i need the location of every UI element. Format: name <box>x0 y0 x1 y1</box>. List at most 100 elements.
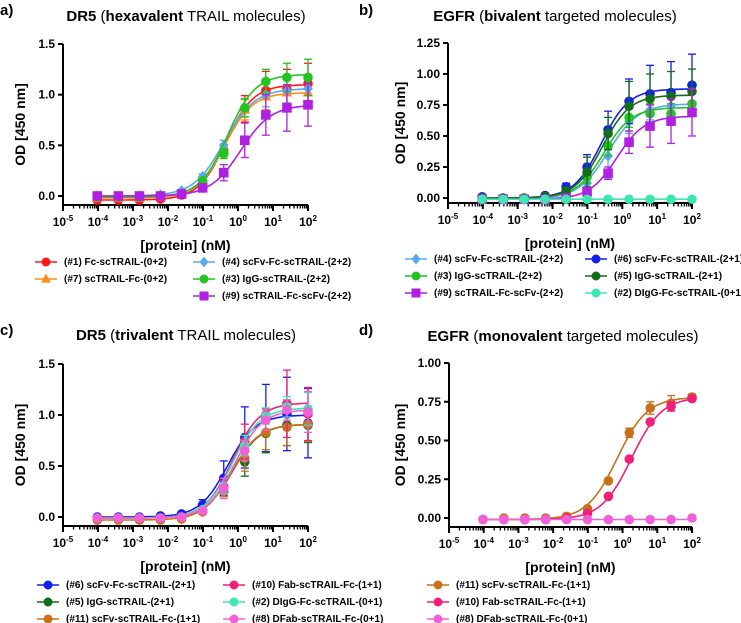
legend-marker <box>43 597 53 607</box>
legend-item: (#11) scFv-scTRAIL-Fc-(1+1) <box>427 579 590 593</box>
x-tick-label: 10-1 <box>578 536 599 551</box>
data-point <box>687 393 697 404</box>
data-point <box>197 506 208 516</box>
legend-label: (#11) scFv-scTRAIL-Fc-(1+1) <box>456 580 591 591</box>
fit-curve <box>483 397 692 521</box>
data-point <box>603 168 613 178</box>
data-point <box>176 189 187 199</box>
data-point <box>477 194 487 205</box>
data-point <box>582 514 593 525</box>
legend-item: (#9) scTRAIL-Fc-scFv-(2+2) <box>193 290 351 304</box>
y-tick-label: 0.00 <box>418 511 442 525</box>
legend-marker <box>433 580 443 590</box>
legend-item: (#10) Fab-scTRAIL-Fc-(1+1) <box>223 579 382 593</box>
legend-marker <box>229 597 239 607</box>
series-4 <box>92 82 313 201</box>
x-tick-label: 10-2 <box>158 214 179 229</box>
legend-marker-icon <box>585 271 607 281</box>
y-tick-label: 0.0 <box>38 510 55 524</box>
panel-label-c: c) <box>0 322 14 339</box>
data-point <box>645 121 655 131</box>
legend-marker <box>199 291 209 301</box>
title-part: trivalent <box>115 327 174 344</box>
legend-marker <box>591 288 601 298</box>
data-point <box>645 403 655 413</box>
legend-label: (#3) IgG-scTRAIL-(2+2) <box>222 274 331 285</box>
y-tick-label: 0.5 <box>38 138 55 152</box>
data-point <box>218 167 229 178</box>
y-tick-label: 0.75 <box>418 395 442 409</box>
y-tick-label: 1.00 <box>417 67 441 81</box>
legend-marker-icon <box>193 274 215 284</box>
x-axis-label: [protein] (nM) <box>525 559 615 575</box>
data-point <box>561 185 571 196</box>
data-point <box>218 148 229 159</box>
legend-marker <box>433 614 443 623</box>
x-tick-label: 10-5 <box>53 535 74 550</box>
title-part: bivalent <box>484 8 541 25</box>
y-axis-label: OD [450 nm] <box>392 82 408 164</box>
legend-marker <box>411 288 421 298</box>
data-point <box>176 512 187 522</box>
data-point <box>687 194 697 205</box>
chart-panel-b: 0.00 0.25 0.50 0.75 1.00 1.25 10-5 10-4 10-3 10-2… <box>392 36 701 251</box>
legend-marker-icon <box>223 614 245 623</box>
data-point <box>519 194 529 205</box>
title-part: TRAIL molecules) <box>173 327 297 344</box>
data-point <box>261 110 271 120</box>
y-tick-label: 0.5 <box>38 459 55 473</box>
legend-marker <box>43 614 53 623</box>
data-point <box>645 94 655 104</box>
panel-title-b: EGFR (bivalent targeted molecules) <box>433 8 676 25</box>
legend-marker-icon <box>427 597 449 607</box>
y-tick-label: 0.50 <box>417 129 441 143</box>
panel-label-d: d) <box>359 322 374 339</box>
title-part: targeted molecules) <box>562 328 699 345</box>
legend-label: (#8) DFab-scTRAIL-Fc-(0+1) <box>456 614 588 623</box>
x-tick-label: 10-4 <box>473 212 494 227</box>
legend-item: (#4) scFv-Fc-scTRAIL-(2+2) <box>405 253 563 267</box>
y-tick-label: 0.75 <box>417 98 441 112</box>
x-tick-label: 10-2 <box>542 212 563 227</box>
x-tick-label: 10-2 <box>158 535 179 550</box>
data-point <box>155 513 166 523</box>
data-point <box>303 407 313 417</box>
y-tick-label: 1.00 <box>418 356 442 370</box>
chart-panel-d: 0.00 0.25 0.50 0.75 1.00 10-5 10-4 10-3 10-2 10-1… <box>392 356 701 575</box>
data-point <box>282 72 292 83</box>
title-part: ( <box>469 328 479 345</box>
data-point <box>113 513 124 523</box>
series-5 <box>477 194 697 205</box>
data-point <box>561 194 571 205</box>
title-part: DR5 <box>66 8 97 25</box>
data-point <box>666 514 676 525</box>
title-part: EGFR <box>427 328 470 345</box>
legend-marker-icon <box>37 580 59 590</box>
data-point <box>624 514 635 525</box>
legend-marker-icon <box>405 288 427 298</box>
x-tick-label: 10-3 <box>123 535 144 550</box>
legend-marker-icon <box>37 597 59 607</box>
title-part: EGFR <box>433 8 475 25</box>
legend-item: (#3) IgG-scTRAIL-(2+2) <box>193 273 330 287</box>
title-part: ( <box>474 8 485 25</box>
x-tick-label: 10-5 <box>438 212 459 227</box>
data-point <box>520 514 530 525</box>
legend-item: (#8) DFab-scTRAIL-Fc-(0+1) <box>427 613 587 623</box>
legend-label: (#10) Fab-scTRAIL-Fc-(1+1) <box>252 580 382 591</box>
data-point <box>239 445 250 456</box>
data-point <box>303 100 313 110</box>
legend-item: (#1) Fc-scTRAIL-(0+2) <box>35 256 167 270</box>
x-axis-label: [protein] (nM) <box>140 237 230 253</box>
y-tick-label: 0.0 <box>38 189 55 203</box>
title-part: hexavalent <box>105 8 184 25</box>
legend-marker <box>229 614 239 623</box>
y-tick-label: 1.25 <box>417 36 441 50</box>
y-tick-label: 0.50 <box>418 434 442 448</box>
data-point <box>282 405 292 415</box>
y-tick-label: 0.25 <box>417 160 441 174</box>
y-axis-label: OD [450 nm] <box>392 404 408 486</box>
y-tick-label: 1.5 <box>38 37 55 51</box>
legend-marker <box>199 274 209 284</box>
y-tick-label: 0.00 <box>417 191 441 205</box>
